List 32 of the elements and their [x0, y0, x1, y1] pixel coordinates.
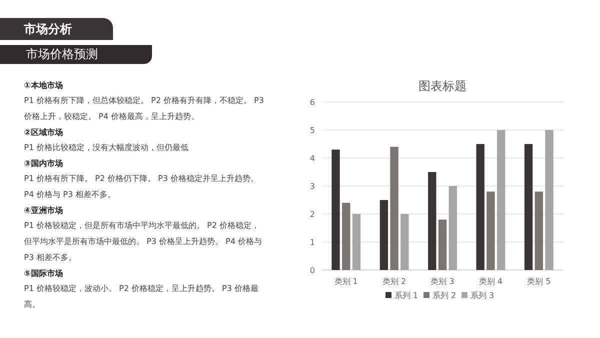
y-tick-label: 6 — [310, 98, 315, 107]
x-tick-label: 类别 1 — [334, 277, 358, 286]
chart-title: 图表标题 — [418, 79, 466, 93]
y-tick-label: 5 — [310, 126, 315, 135]
bar — [545, 130, 554, 270]
x-tick-label: 类别 4 — [478, 277, 503, 286]
bar — [332, 150, 340, 270]
bar — [448, 186, 457, 270]
bar — [438, 220, 447, 270]
bar — [496, 130, 506, 270]
x-tick-label: 类别 3 — [430, 277, 454, 286]
y-tick-label: 0 — [310, 266, 315, 275]
text-panel: 市场分析 市场价格预测 ①本地市场 P1 价格有所下降，但总体较稳定。 P2 价格有升有降，不稳定。 P3 价格上升，较稳定。 P4 价格最高，呈上升趋势。 ②区域市场 P1 价格比较稳定，没有大幅度波动，但仍最低 ③国内市场 P1 价格有所下降。 P2 价格仍下降。 P3 价格稳定并呈上升趋势。 P4 价格与 P3 相差不多。 ④亚洲市场 P1 价格较稳定，但是所有市场中平均水平最低的。 P2 价格稳定，但平均水平是所有市场中最低的。 P3 价格呈上升趋势。 P4 价格与 P3 相差不多。 ⑤国际市场 P1 价格较稳定，波动小。 P2 价格稳定，呈上升趋势。 P3 价格最高。 — [0, 0, 300, 338]
bar — [342, 202, 350, 270]
bar — [476, 144, 484, 270]
bar — [534, 192, 543, 270]
bar — [380, 200, 388, 270]
bar — [400, 214, 409, 270]
y-tick-label: 1 — [310, 238, 315, 247]
legend-label: 系列 2 — [432, 291, 456, 300]
bar — [390, 146, 398, 270]
legend-label: 系列 3 — [470, 291, 494, 300]
y-tick-label: 4 — [310, 154, 315, 163]
bar — [352, 214, 361, 270]
bar — [428, 172, 436, 270]
bar — [524, 144, 533, 270]
y-tick-label: 3 — [310, 182, 315, 191]
bar — [486, 192, 495, 270]
x-tick-label: 类别 5 — [527, 277, 551, 286]
legend-label: 系列 1 — [394, 291, 418, 300]
x-tick-label: 类别 2 — [382, 277, 406, 286]
y-tick-label: 2 — [310, 210, 315, 219]
